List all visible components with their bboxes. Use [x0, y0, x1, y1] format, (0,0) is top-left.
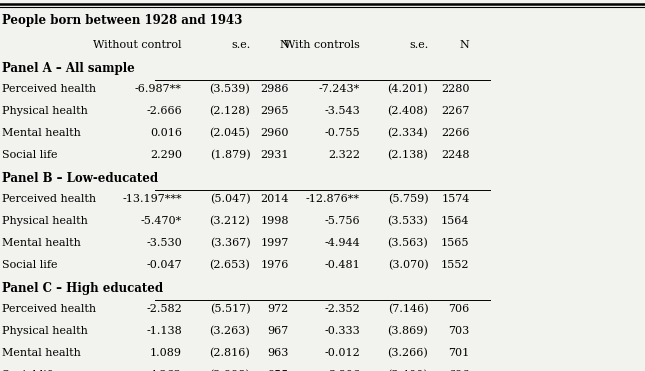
Text: Physical health: Physical health	[2, 106, 88, 116]
Text: 967: 967	[268, 326, 289, 336]
Text: Without control: Without control	[94, 40, 182, 50]
Text: -0.481: -0.481	[324, 260, 360, 270]
Text: -4.944: -4.944	[324, 238, 360, 248]
Text: (3.070): (3.070)	[388, 260, 428, 270]
Text: (2.998): (2.998)	[210, 370, 250, 371]
Text: 1574: 1574	[441, 194, 470, 204]
Text: Perceived health: Perceived health	[2, 194, 96, 204]
Text: 2965: 2965	[261, 106, 289, 116]
Text: 703: 703	[448, 326, 470, 336]
Text: (3.539): (3.539)	[210, 84, 250, 94]
Text: -3.530: -3.530	[146, 238, 182, 248]
Text: (2.128): (2.128)	[210, 106, 250, 116]
Text: -7.243*: -7.243*	[319, 84, 360, 94]
Text: -2.352: -2.352	[324, 304, 360, 314]
Text: (2.816): (2.816)	[210, 348, 250, 358]
Text: -1.138: -1.138	[146, 326, 182, 336]
Text: 963: 963	[268, 348, 289, 358]
Text: -12.876**: -12.876**	[306, 194, 360, 204]
Text: (3.266): (3.266)	[388, 348, 428, 358]
Text: -13.197***: -13.197***	[123, 194, 182, 204]
Text: -6.987**: -6.987**	[135, 84, 182, 94]
Text: -0.047: -0.047	[146, 260, 182, 270]
Text: Perceived health: Perceived health	[2, 84, 96, 94]
Text: (3.212): (3.212)	[210, 216, 250, 226]
Text: 2014: 2014	[261, 194, 289, 204]
Text: With controls: With controls	[284, 40, 360, 50]
Text: People born between 1928 and 1943: People born between 1928 and 1943	[2, 14, 243, 27]
Text: Perceived health: Perceived health	[2, 304, 96, 314]
Text: 972: 972	[268, 304, 289, 314]
Text: (2.138): (2.138)	[388, 150, 428, 160]
Text: (3.263): (3.263)	[210, 326, 250, 336]
Text: (2.408): (2.408)	[388, 106, 428, 116]
Text: 2280: 2280	[441, 84, 470, 94]
Text: (2.045): (2.045)	[210, 128, 250, 138]
Text: (5.759): (5.759)	[388, 194, 428, 204]
Text: s.e.: s.e.	[409, 40, 428, 50]
Text: 0.016: 0.016	[150, 128, 182, 138]
Text: (2.334): (2.334)	[388, 128, 428, 138]
Text: -0.755: -0.755	[324, 128, 360, 138]
Text: s.e.: s.e.	[231, 40, 250, 50]
Text: (7.146): (7.146)	[388, 304, 428, 314]
Text: -5.470*: -5.470*	[141, 216, 182, 226]
Text: 1997: 1997	[261, 238, 289, 248]
Text: N: N	[279, 40, 289, 50]
Text: Mental health: Mental health	[2, 348, 81, 358]
Text: (3.367): (3.367)	[210, 238, 250, 248]
Text: Mental health: Mental health	[2, 128, 81, 138]
Text: (3.563): (3.563)	[388, 238, 428, 248]
Text: 1998: 1998	[261, 216, 289, 226]
Text: 3.806: 3.806	[328, 370, 360, 371]
Text: 696: 696	[448, 370, 470, 371]
Text: Panel A – All sample: Panel A – All sample	[2, 62, 135, 75]
Text: 1.089: 1.089	[150, 348, 182, 358]
Text: Social life: Social life	[2, 260, 57, 270]
Text: 1552: 1552	[441, 260, 470, 270]
Text: (5.517): (5.517)	[210, 304, 250, 314]
Text: Panel B – Low-educated: Panel B – Low-educated	[2, 172, 158, 185]
Text: 2960: 2960	[261, 128, 289, 138]
Text: 2267: 2267	[441, 106, 470, 116]
Text: 701: 701	[448, 348, 470, 358]
Text: Panel C – High educated: Panel C – High educated	[2, 282, 163, 295]
Text: Mental health: Mental health	[2, 238, 81, 248]
Text: -2.666: -2.666	[146, 106, 182, 116]
Text: N: N	[460, 40, 470, 50]
Text: 1565: 1565	[441, 238, 470, 248]
Text: 2248: 2248	[441, 150, 470, 160]
Text: -0.333: -0.333	[324, 326, 360, 336]
Text: 1976: 1976	[261, 260, 289, 270]
Text: (1.879): (1.879)	[210, 150, 250, 160]
Text: (3.533): (3.533)	[388, 216, 428, 226]
Text: 2266: 2266	[441, 128, 470, 138]
Text: -2.582: -2.582	[146, 304, 182, 314]
Text: (4.201): (4.201)	[388, 84, 428, 94]
Text: Physical health: Physical health	[2, 326, 88, 336]
Text: 2986: 2986	[261, 84, 289, 94]
Text: 1564: 1564	[441, 216, 470, 226]
Text: (2.653): (2.653)	[210, 260, 250, 270]
Text: -3.543: -3.543	[324, 106, 360, 116]
Text: (3.869): (3.869)	[388, 326, 428, 336]
Text: -5.756: -5.756	[324, 216, 360, 226]
Text: Social life: Social life	[2, 370, 57, 371]
Text: 4.262: 4.262	[150, 370, 182, 371]
Text: 706: 706	[448, 304, 470, 314]
Text: (5.047): (5.047)	[210, 194, 250, 204]
Text: 955: 955	[268, 370, 289, 371]
Text: (3.400): (3.400)	[388, 370, 428, 371]
Text: Social life: Social life	[2, 150, 57, 160]
Text: Physical health: Physical health	[2, 216, 88, 226]
Text: 2.322: 2.322	[328, 150, 360, 160]
Text: -0.012: -0.012	[324, 348, 360, 358]
Text: 2931: 2931	[261, 150, 289, 160]
Text: 2.290: 2.290	[150, 150, 182, 160]
